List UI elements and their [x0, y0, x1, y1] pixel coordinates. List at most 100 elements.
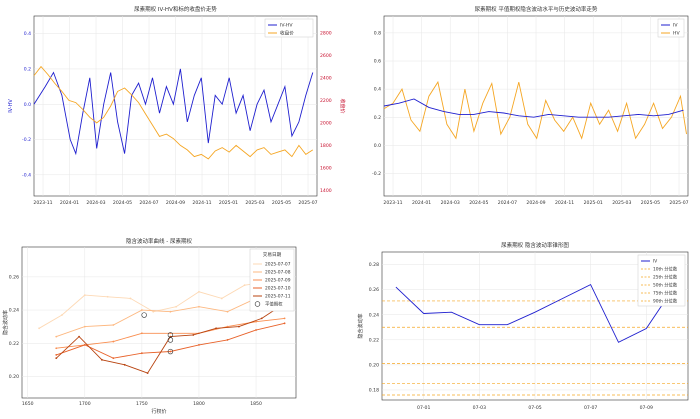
p3-series-point	[123, 363, 126, 366]
p3-series-point	[243, 284, 246, 287]
p1-ytick-right: 2000	[320, 120, 332, 126]
p1-xtick-label: 2024-09	[166, 200, 185, 206]
p1-ytick-left: 0.4	[24, 31, 31, 37]
p4-ylabel: 隐含波动率	[357, 313, 364, 338]
p3-series-point	[220, 297, 223, 300]
p4-xtick-label: 07-03	[473, 405, 486, 411]
p3-title: 隐含波动率曲线 - 尿素期权	[126, 237, 192, 245]
p1-ylabel-right: 收盘价	[339, 98, 346, 113]
p3-legend-label: 2025-07-10	[265, 286, 291, 292]
p4-legend-label: 10th 分位数	[653, 266, 678, 273]
p3-ylabel: 隐含波动率	[2, 310, 9, 335]
p3-legend-swatch-atm	[254, 301, 261, 307]
p3-series-point	[140, 352, 143, 355]
p4-iv-line	[395, 283, 675, 343]
p3-series-point	[55, 353, 58, 356]
p2-xtick-label: 2025-05	[641, 200, 660, 206]
p1-xtick-label: 2024-05	[113, 200, 132, 206]
p3-series-point	[112, 340, 115, 343]
p2-series-iv-line	[383, 98, 684, 118]
p3-series-point	[215, 327, 217, 330]
p2-legend	[657, 18, 685, 38]
p3-atm-marker	[167, 337, 174, 343]
p4-ytick-label: 0.22	[369, 337, 379, 343]
p3-series-point	[226, 339, 229, 341]
p3-atm-marker	[167, 348, 174, 355]
p3-xtick-label: 1700	[79, 401, 91, 407]
p1-xtick-label: 2024-11	[192, 200, 211, 206]
p1-xtick-label: 2023-11	[33, 200, 52, 206]
p4-legend-label: 75th 分位数	[653, 290, 678, 297]
p1-ytick-right: 1400	[320, 188, 332, 194]
p3-xlabel: 行权价	[151, 408, 166, 415]
p4-xtick-label: 07-09	[640, 405, 653, 411]
p3-series-point	[61, 314, 63, 316]
p3-series-point	[238, 325, 240, 328]
p3-series-line	[56, 322, 285, 359]
p3-series-point	[283, 322, 286, 325]
p2-ytick-label: 0.8	[374, 30, 381, 36]
p2-ytick-label: 0.6	[374, 59, 381, 65]
p3-legend-label: 2025-07-09	[265, 278, 291, 284]
p1-legend-label: IV-HV	[280, 23, 293, 29]
p3-series-point	[175, 305, 178, 308]
p2-legend-label: HV	[673, 31, 680, 37]
p3-series-point	[226, 310, 229, 313]
p1-xtick-label: 2025-07	[298, 200, 317, 206]
p3-legend-label: 平值期权	[265, 301, 283, 308]
p4-legend-label: 90th 分位数	[653, 298, 678, 305]
p3-ytick-label: 0.26	[9, 274, 19, 280]
p2-legend-label: IV	[673, 23, 678, 29]
p1-title: 尿素期权 IV-HV和标的收盘价走势	[134, 5, 217, 13]
p3-legend-label: 2025-07-11	[265, 294, 291, 300]
p3-series-point	[55, 357, 58, 360]
p3-legend-label: 2025-07-08	[265, 270, 291, 276]
p2-ytick-label: 0.2	[374, 115, 381, 121]
p3-xtick-label: 1650	[22, 401, 34, 407]
p2-ytick-label: -0.2	[372, 171, 381, 177]
p2-series-hv-line	[383, 80, 687, 140]
p1-series-close-price-line	[33, 65, 314, 160]
p3-xtick-label: 1800	[193, 401, 205, 407]
p3-series-point	[83, 325, 86, 328]
p4-ytick-label: 0.24	[369, 312, 379, 318]
p3-series-point	[106, 295, 109, 298]
p3-ytick-label: 0.22	[9, 341, 19, 347]
p1-ytick-left: -0.4	[22, 172, 31, 178]
p4-xtick-label: 07-01	[417, 405, 430, 411]
p4-legend-label: IV	[653, 259, 657, 265]
p1-xtick-label: 2024-01	[60, 200, 79, 206]
p3-series-point	[112, 357, 115, 360]
p3-series-point	[38, 327, 41, 330]
p1-series-iv-hv-line	[33, 68, 314, 156]
p3-series-point	[83, 344, 86, 346]
p3-series-point	[169, 310, 172, 313]
p3-series-point	[169, 350, 172, 353]
p3-series-point	[83, 294, 86, 297]
p3-series-point	[140, 309, 143, 311]
p3-series-point	[198, 344, 200, 346]
p1-xtick-label: 2024-07	[139, 200, 158, 206]
p1-ytick-right: 2200	[320, 98, 332, 104]
p4-legend-label: 25th 分位数	[653, 274, 678, 281]
p3-series-point	[146, 372, 149, 375]
p3-series-point	[260, 317, 263, 320]
p3-series-point	[112, 324, 115, 326]
p1-legend-label: 收盘价	[280, 30, 294, 37]
p1-ytick-right: 2800	[320, 30, 332, 36]
p1-xtick-label: 2025-03	[245, 200, 264, 206]
p3-series-point	[55, 347, 58, 350]
p3-legend-label: 2025-07-07	[265, 262, 291, 268]
p3-xtick-label: 1750	[136, 401, 148, 407]
p3-xtick-label: 1850	[250, 401, 262, 407]
p3-series-point	[152, 310, 155, 313]
p4-xtick-label: 07-05	[528, 405, 541, 411]
p2-ytick-label: 0.4	[374, 87, 381, 93]
p3-series-point	[283, 317, 286, 320]
p3-series-point	[255, 329, 257, 331]
p3-series-point	[101, 358, 103, 361]
p3-series-point	[140, 332, 143, 335]
p3-series-point	[55, 335, 58, 338]
p3-series-point	[255, 320, 257, 323]
